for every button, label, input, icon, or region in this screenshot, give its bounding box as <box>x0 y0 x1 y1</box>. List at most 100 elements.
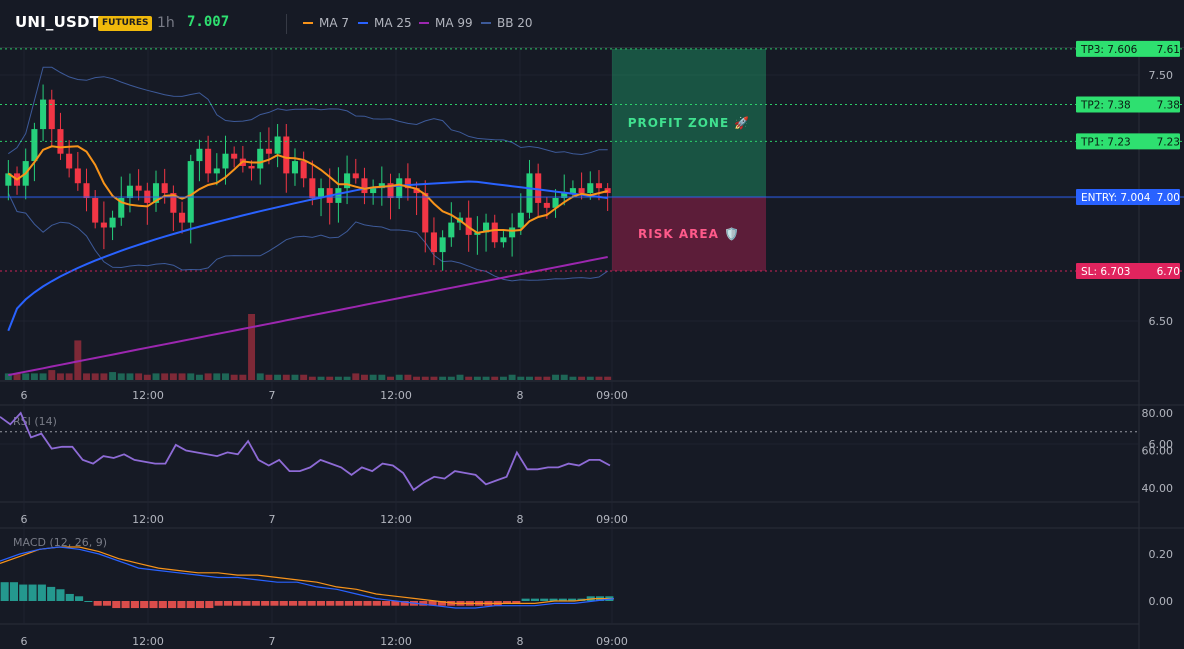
candle-body <box>222 153 229 169</box>
symbol-name[interactable]: UNI_USDT <box>15 13 101 31</box>
macd-hist-bar <box>223 601 232 606</box>
volume-bar <box>308 376 316 380</box>
candle-body <box>543 202 550 208</box>
candle-body <box>213 168 220 174</box>
candle-body <box>517 212 524 228</box>
volume-bar <box>430 376 438 380</box>
volume-bar <box>326 376 334 380</box>
volume-bar <box>447 376 455 380</box>
level-value-2: 7.23 <box>1157 136 1180 148</box>
volume-bars <box>4 314 612 380</box>
bb20-swatch-icon <box>481 22 491 24</box>
candle-body <box>196 148 203 162</box>
macd-line <box>0 546 615 609</box>
macd-hist-bar <box>186 601 195 609</box>
candle-body <box>300 161 307 179</box>
x-tick-label: 6 <box>21 389 28 402</box>
macd-title: MACD (12, 26, 9) <box>13 536 107 549</box>
candle-body <box>413 188 420 194</box>
volume-bar <box>465 376 473 380</box>
volume-bar <box>291 374 299 380</box>
volume-bar <box>569 376 577 380</box>
volume-bar <box>439 376 447 380</box>
macd-hist-bar <box>130 601 139 609</box>
macd-hist-bar <box>102 601 112 606</box>
macd-hist-bar <box>0 582 9 601</box>
macd-hist-bar <box>177 601 186 609</box>
volume-bar <box>152 373 160 380</box>
volume-bar <box>126 373 134 380</box>
volume-bar <box>239 374 247 380</box>
macd-hist-bar <box>400 601 409 606</box>
candle-body <box>152 183 160 203</box>
macd-hist-bar <box>84 601 93 602</box>
volume-bar <box>4 373 12 380</box>
macd-hist-bar <box>75 596 84 601</box>
x-tick-label: 6 <box>21 635 28 648</box>
level-value-1: 7.38 <box>1157 100 1180 112</box>
rsi-panel: RSI (14) 80.00 60.00 40.00 <box>0 407 1173 495</box>
macd-hist-bar <box>121 601 130 609</box>
legend-ma99[interactable]: MA 99 <box>419 16 473 30</box>
macd-hist-bar <box>93 601 102 606</box>
volume-bar <box>586 376 594 380</box>
volume-bar <box>508 374 516 380</box>
current-price: 7.007 <box>187 14 230 30</box>
candle-body <box>500 237 507 243</box>
macd-signal-line <box>0 546 614 604</box>
x-tick-label: 8 <box>517 513 524 526</box>
x-tick-label: 12:00 <box>380 389 412 402</box>
volume-bar <box>369 374 377 380</box>
volume-bar <box>300 374 308 380</box>
legend-bb20[interactable]: BB 20 <box>481 16 533 30</box>
volume-bar <box>578 376 586 380</box>
level-badge-3 <box>1076 189 1180 205</box>
macd-hist-bar <box>242 601 251 606</box>
x-tick-label: 12:00 <box>380 635 412 648</box>
volume-bar <box>482 376 490 380</box>
legend-ma7[interactable]: MA 7 <box>303 16 349 30</box>
x-tick-label: 09:00 <box>596 513 628 526</box>
volume-bar <box>213 373 221 380</box>
volume-bar <box>526 376 533 380</box>
candle-body <box>430 232 437 253</box>
macd-hist-bar <box>205 601 214 609</box>
candle-body <box>404 178 411 189</box>
candle-body <box>552 197 559 208</box>
x-tick-label: 7 <box>269 635 276 648</box>
macd-hist-bar <box>437 601 446 606</box>
macd-hist-bar <box>568 598 577 601</box>
volume-bar <box>413 376 421 380</box>
macd-panel: MACD (12, 26, 9) 0.20 0.00 <box>0 536 1174 609</box>
legend-ma25[interactable]: MA 25 <box>358 16 412 30</box>
candle-body <box>535 173 542 203</box>
candle-body <box>361 178 368 194</box>
macd-hist-bar <box>540 598 549 601</box>
level-label-3: ENTRY: 7.004 <box>1081 192 1151 204</box>
volume-bar <box>256 373 264 380</box>
candle-body <box>387 183 394 198</box>
level-value-3: 7.00 <box>1157 192 1180 204</box>
macd-y-tick: 0.00 <box>1149 595 1174 608</box>
level-value-4: 6.70 <box>1157 266 1180 278</box>
timeframe-label[interactable]: 1h <box>157 15 175 31</box>
macd-hist-bar <box>214 601 223 606</box>
macd-hist-bar <box>502 601 512 604</box>
volume-bar <box>274 374 282 380</box>
y-tick-label: 7.50 <box>1149 69 1174 82</box>
volume-bar <box>248 314 256 380</box>
macd-hist-bar <box>391 601 400 606</box>
macd-hist-bar <box>279 601 288 606</box>
volume-bar <box>552 374 560 380</box>
rsi-y-tick: 60.00 <box>1142 445 1174 458</box>
macd-hist-bar <box>354 601 363 606</box>
candle-body <box>5 173 12 186</box>
ma7-swatch-icon <box>303 22 313 24</box>
volume-bar <box>195 374 203 380</box>
ma7-line <box>7 145 608 234</box>
bb-lower-line <box>7 192 608 282</box>
volume-bar <box>317 376 325 380</box>
volume-bar <box>22 373 30 380</box>
